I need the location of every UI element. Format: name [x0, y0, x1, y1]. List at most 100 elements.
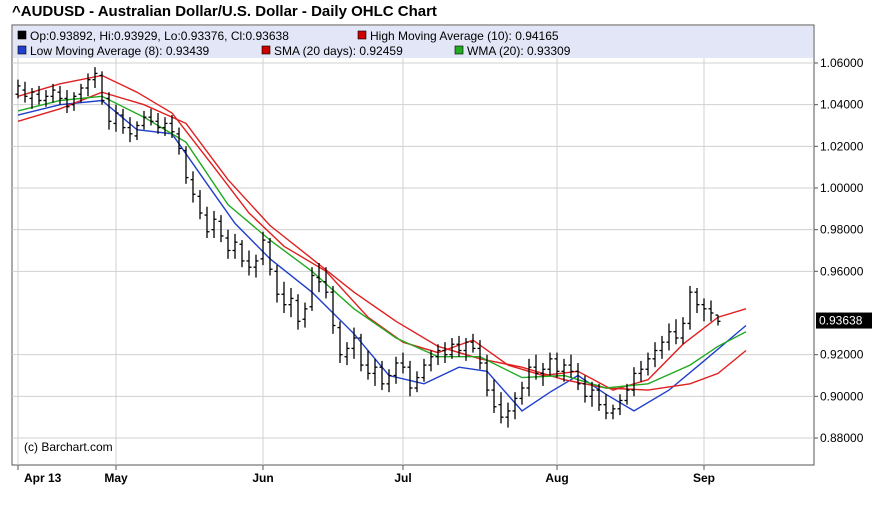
ohlc-bar	[148, 108, 154, 126]
ohlc-bar	[645, 352, 651, 376]
ohlc-bar	[666, 323, 672, 351]
ohlc-bar	[400, 352, 406, 374]
ohlc-bar	[659, 335, 665, 359]
ohlc-bar	[50, 83, 56, 103]
ohlc-bar	[281, 281, 287, 313]
legend-item-low_ma: Low Moving Average (8): 0.93439	[17, 44, 210, 58]
ohlc-bar	[43, 90, 49, 107]
legend: Op:0.93892, Hi:0.93929, Lo:0.93376, Cl:0…	[17, 29, 571, 58]
ohlc-bar	[197, 190, 203, 220]
ohlc-bar	[652, 342, 658, 368]
ohlc-bar	[302, 302, 308, 328]
ohlc-bar	[379, 360, 385, 391]
ohlc-bar	[540, 363, 546, 386]
last-price-label: 0.93638	[819, 314, 863, 328]
y-tick-label: 0.98000	[820, 223, 864, 237]
legend-swatch	[454, 45, 464, 55]
ohlc-bar	[358, 333, 364, 372]
legend-label: Low Moving Average (8): 0.93439	[30, 44, 210, 58]
ohlc-bar	[673, 319, 679, 345]
legend-label: High Moving Average (10): 0.94165	[370, 29, 559, 43]
ohlc-bar	[638, 360, 644, 382]
ohlc-bar	[274, 265, 280, 303]
ohlc-bar	[526, 358, 532, 397]
y-tick-label: 1.00000	[820, 181, 864, 195]
y-tick-label: 0.92000	[820, 348, 864, 362]
ohlc-bar	[85, 73, 91, 97]
x-tick-label: Apr 13	[24, 471, 62, 485]
ohlc-bar	[708, 300, 714, 322]
ohlc-bar	[554, 352, 560, 378]
ohlc-bar	[162, 117, 168, 136]
ohlc-bar	[288, 288, 294, 318]
ohlc-bar	[57, 85, 63, 105]
ohlc-bar	[239, 240, 245, 268]
ohlc-bar	[603, 394, 609, 420]
y-tick-label: 0.90000	[820, 389, 864, 403]
legend-label: WMA (20): 0.93309	[467, 44, 571, 58]
ohlc-bar	[106, 92, 112, 130]
x-tick-label: Jul	[394, 471, 411, 485]
ohlc-bar	[547, 352, 553, 376]
y-axis: 1.06000 1.04000 1.02000 1.00000 0.98000 0.960…	[814, 56, 872, 445]
ohlc-bar	[694, 288, 700, 313]
ohlc-bar	[232, 233, 238, 259]
ohlc-bar	[141, 110, 147, 130]
ohlc-bars	[15, 67, 721, 428]
ohlc-bar	[589, 381, 595, 407]
ohlc-bar	[386, 369, 392, 393]
ohlc-bar	[78, 83, 84, 103]
y-tick-label: 1.06000	[820, 56, 864, 70]
x-tick-label: Jun	[252, 471, 273, 485]
ohlc-bar	[267, 238, 273, 276]
ohlc-bar	[323, 267, 329, 299]
ohlc-bar	[365, 350, 371, 380]
ohlc-bar	[624, 383, 630, 405]
y-tick-label: 0.96000	[820, 264, 864, 278]
ohlc-bar	[428, 350, 434, 372]
ohlc-bar	[29, 88, 35, 109]
last-price-marker: 0.93638	[816, 312, 872, 329]
copyright-label: (c) Barchart.com	[24, 440, 113, 454]
ohlc-bar	[456, 335, 462, 357]
ohlc-bar	[582, 375, 588, 403]
x-tick-label: Aug	[545, 471, 568, 485]
ohlc-bar	[120, 108, 126, 134]
ohlc-bar	[225, 229, 231, 259]
ohlc-bar	[519, 381, 525, 405]
ohlc-bar	[344, 342, 350, 366]
ohlc-bar	[610, 404, 616, 420]
ohlc-bar	[477, 340, 483, 370]
ohlc-bar	[470, 333, 476, 353]
ohlc-bar	[351, 327, 357, 359]
ohlc-bar	[407, 360, 413, 397]
legend-item-wma: WMA (20): 0.93309	[454, 44, 571, 58]
ohlc-bar	[372, 358, 378, 386]
ohlc-bar	[190, 171, 196, 203]
ohlc-bar	[211, 210, 217, 238]
grid	[12, 58, 814, 465]
ohlc-bar	[631, 367, 637, 397]
ohlc-bar	[337, 321, 343, 363]
ohlc-bar	[484, 354, 490, 397]
ohlc-bar	[204, 206, 210, 238]
ohlc-bar	[309, 267, 315, 311]
ohlc-bar	[463, 338, 469, 361]
x-axis: Apr 13 May Jun Jul Aug Sep	[17, 465, 715, 485]
legend-panel	[13, 26, 813, 58]
ohlc-bar	[218, 215, 224, 243]
ohlc-bar	[36, 85, 42, 105]
ohlc-bar	[127, 117, 133, 143]
ohlc-bar	[449, 338, 455, 359]
ohlc-bar	[113, 104, 119, 132]
x-tick-label: Sep	[693, 471, 715, 485]
ohlc-bar	[393, 356, 399, 384]
ohlc-bar	[155, 113, 161, 134]
series-line-0	[17, 74, 747, 391]
legend-swatch	[357, 30, 367, 40]
ohlc-bar	[316, 263, 322, 293]
ohlc-bar	[498, 392, 504, 424]
legend-item-high_ma: High Moving Average (10): 0.94165	[357, 29, 559, 43]
